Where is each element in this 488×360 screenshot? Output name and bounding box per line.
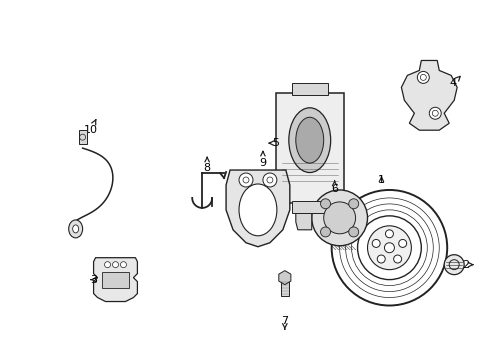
- Text: 3: 3: [90, 275, 97, 285]
- Circle shape: [348, 199, 358, 209]
- Text: 4: 4: [448, 76, 459, 88]
- Text: 2: 2: [462, 260, 472, 270]
- Ellipse shape: [295, 117, 323, 163]
- Circle shape: [398, 239, 406, 247]
- Text: 10: 10: [83, 120, 98, 135]
- Ellipse shape: [73, 225, 79, 233]
- Text: 9: 9: [259, 152, 266, 168]
- Polygon shape: [401, 60, 456, 130]
- Polygon shape: [93, 258, 137, 302]
- Text: 7: 7: [281, 316, 288, 329]
- Text: 1: 1: [377, 175, 384, 185]
- Circle shape: [384, 243, 394, 253]
- Circle shape: [104, 262, 110, 268]
- Polygon shape: [102, 272, 129, 288]
- Bar: [280, 278, 288, 296]
- Circle shape: [320, 199, 330, 209]
- Polygon shape: [225, 170, 289, 247]
- Circle shape: [428, 107, 440, 119]
- Circle shape: [263, 173, 276, 187]
- Circle shape: [443, 255, 463, 275]
- Text: 8: 8: [203, 157, 210, 173]
- Ellipse shape: [288, 108, 330, 172]
- Bar: [275, 93, 343, 203]
- Circle shape: [371, 239, 379, 247]
- Ellipse shape: [239, 184, 276, 236]
- Text: 6: 6: [330, 181, 338, 194]
- Bar: [291, 84, 327, 95]
- Circle shape: [323, 202, 355, 234]
- Polygon shape: [295, 206, 311, 230]
- Circle shape: [385, 230, 393, 238]
- Circle shape: [239, 173, 252, 187]
- Bar: [79, 130, 86, 144]
- Ellipse shape: [68, 220, 82, 238]
- Polygon shape: [278, 271, 290, 285]
- Circle shape: [112, 262, 118, 268]
- Circle shape: [376, 255, 385, 263]
- Circle shape: [393, 255, 401, 263]
- Circle shape: [311, 190, 367, 246]
- Bar: [291, 201, 327, 213]
- Circle shape: [320, 227, 330, 237]
- Circle shape: [367, 226, 410, 270]
- Circle shape: [348, 227, 358, 237]
- Text: 5: 5: [268, 138, 279, 148]
- Circle shape: [120, 262, 126, 268]
- Circle shape: [416, 71, 428, 84]
